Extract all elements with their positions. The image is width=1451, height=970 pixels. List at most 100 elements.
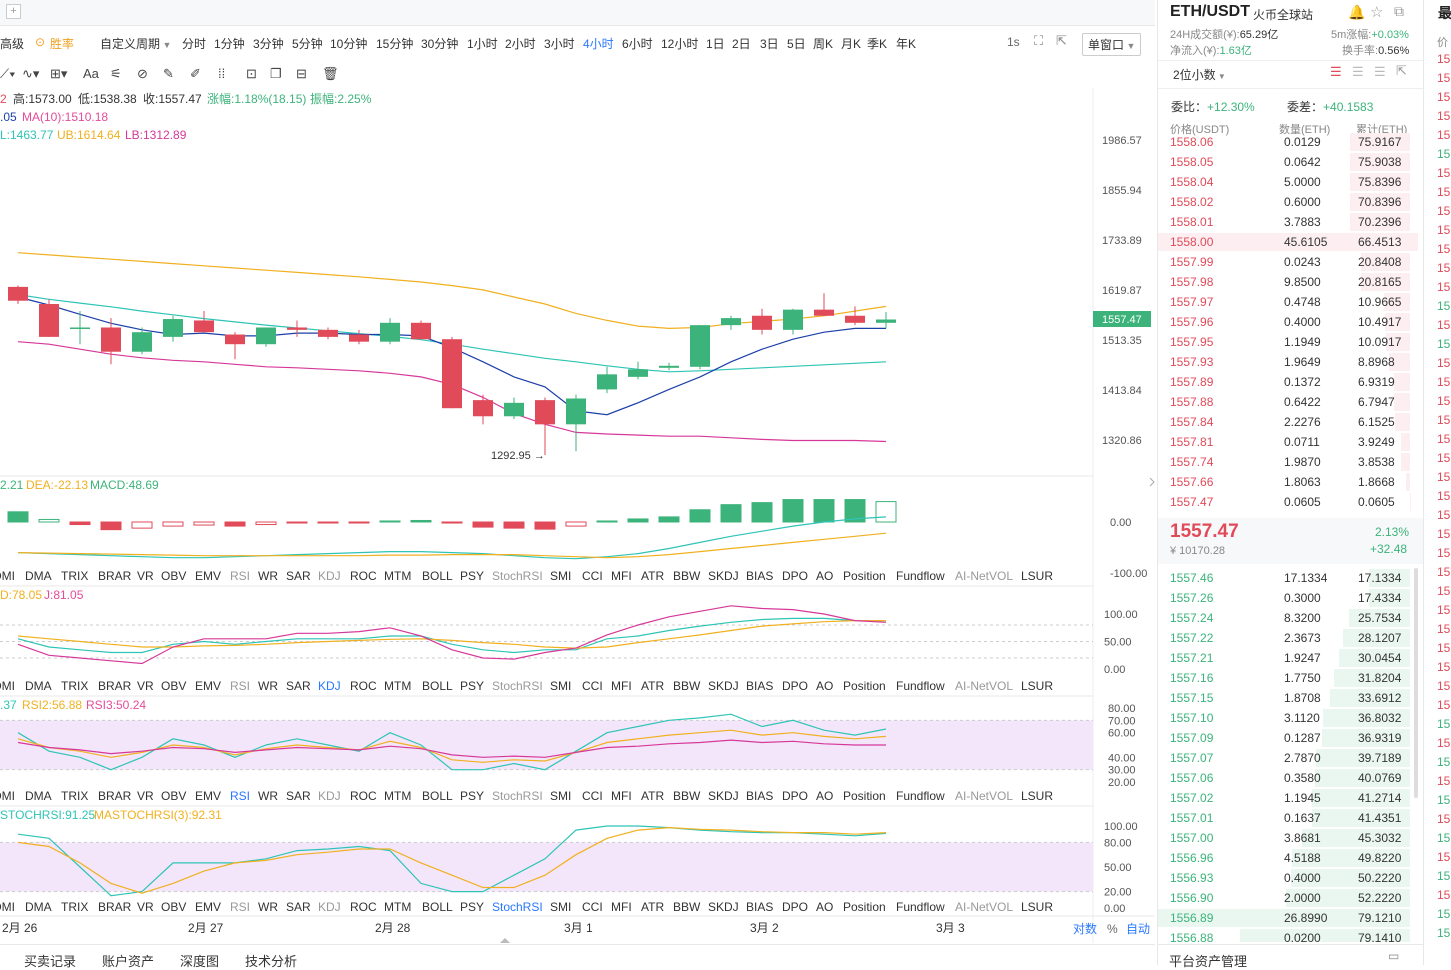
indicator-tab[interactable]: DMA <box>25 569 52 583</box>
period-0[interactable]: 分时 <box>182 35 206 52</box>
indicator-tab[interactable]: SMI <box>550 789 571 803</box>
expand-book-icon[interactable]: ⇱ <box>1396 63 1407 79</box>
indicator-tab[interactable]: CCI <box>582 789 603 803</box>
period-17[interactable]: 周K <box>813 35 833 52</box>
indicator-tab[interactable]: BRAR <box>98 679 132 693</box>
period-6[interactable]: 30分钟 <box>421 35 458 52</box>
indicator-tab[interactable]: AI-NetVOL <box>955 569 1013 583</box>
indicator-tab[interactable]: AI-NetVOL <box>955 789 1013 803</box>
indicator-tab[interactable]: MTM <box>384 789 411 803</box>
star-icon[interactable]: ☆ <box>1370 3 1383 21</box>
more-icon[interactable]: ▭ <box>1388 949 1399 963</box>
indicator-tab[interactable]: AO <box>816 569 833 583</box>
indicator-tab[interactable]: SAR <box>286 679 311 693</box>
refresh-interval[interactable]: 1s <box>1007 35 1020 49</box>
period-11[interactable]: 6小时 <box>622 35 653 52</box>
single-window-dropdown[interactable]: 单窗口 ▼ <box>1082 33 1141 56</box>
tab-tech-analysis[interactable]: 技术分析 <box>245 951 297 970</box>
period-19[interactable]: 季K <box>867 35 887 52</box>
indicator-tab[interactable]: ROC <box>350 789 377 803</box>
lock-icon[interactable]: ⊡ <box>246 66 257 82</box>
indicator-tab[interactable]: StochRSI <box>492 679 543 693</box>
indicator-tab[interactable]: EMV <box>195 569 221 583</box>
indicator-tab[interactable]: TRIX <box>61 789 88 803</box>
indicator-tab[interactable]: BBW <box>673 900 701 914</box>
period-15[interactable]: 3日 <box>760 35 779 52</box>
tab-trade-records[interactable]: 买卖记录 <box>24 951 76 970</box>
indicator-tab[interactable]: DMA <box>25 679 52 693</box>
indicator-tab[interactable]: DPO <box>782 900 808 914</box>
indicator-tab[interactable]: KDJ <box>318 679 341 693</box>
indicator-tab[interactable]: AO <box>816 900 833 914</box>
indicator-tab[interactable]: Position <box>843 900 886 914</box>
tab-account-assets[interactable]: 账户资产 <box>102 951 154 970</box>
period-14[interactable]: 2日 <box>732 35 751 52</box>
indicator-tab[interactable]: RSI <box>230 900 250 914</box>
indicator-tab[interactable]: BBW <box>673 789 701 803</box>
indicator-tab[interactable]: DMA <box>25 789 52 803</box>
indicator-tab[interactable]: WR <box>258 789 278 803</box>
fib-tool-icon[interactable]: ⚟ <box>110 66 122 82</box>
indicator-tab[interactable]: KDJ <box>318 789 341 803</box>
precision-dropdown[interactable]: 2位小数 ▼ <box>1173 66 1226 83</box>
indicator-tab[interactable]: EMV <box>195 900 221 914</box>
indicator-tab[interactable]: VR <box>137 569 154 583</box>
indicator-tab[interactable]: SKDJ <box>708 789 739 803</box>
indicator-tab[interactable]: MFI <box>611 789 632 803</box>
view-both-icon[interactable]: ☰ <box>1330 64 1342 80</box>
period-3[interactable]: 5分钟 <box>292 35 323 52</box>
indicator-tab[interactable]: WR <box>258 900 278 914</box>
indicator-tab[interactable]: AO <box>816 789 833 803</box>
indicator-tab[interactable]: DPO <box>782 569 808 583</box>
ruler-icon[interactable]: ✎ <box>163 66 174 82</box>
indicator-tab[interactable]: DMI <box>0 789 15 803</box>
indicator-tab[interactable]: SAR <box>286 900 311 914</box>
indicator-tab[interactable]: MFI <box>611 679 632 693</box>
period-10[interactable]: 4小时 <box>583 35 614 52</box>
indicator-tab[interactable]: ATR <box>641 569 664 583</box>
indicator-tab[interactable]: PSY <box>460 900 484 914</box>
indicator-tab[interactable]: Fundflow <box>896 900 945 914</box>
indicator-tab[interactable]: WR <box>258 569 278 583</box>
add-tab-icon[interactable]: + <box>6 4 21 19</box>
brush-icon[interactable]: ✐ <box>190 66 201 82</box>
view-asks-icon[interactable]: ☰ <box>1374 64 1386 80</box>
indicator-tab[interactable]: Fundflow <box>896 789 945 803</box>
indicator-tab[interactable]: LSUR <box>1021 900 1053 914</box>
indicator-tab[interactable]: ROC <box>350 679 377 693</box>
indicator-tab[interactable]: ATR <box>641 900 664 914</box>
expand-panel-icon[interactable] <box>1150 478 1154 486</box>
indicator-tab[interactable]: TRIX <box>61 900 88 914</box>
indicator-tab[interactable]: PSY <box>460 789 484 803</box>
indicator-tab[interactable]: TRIX <box>61 569 88 583</box>
delete-icon[interactable]: 🗑 <box>322 66 339 82</box>
indicator-tab[interactable]: Position <box>843 569 886 583</box>
indicator-tab[interactable]: ATR <box>641 679 664 693</box>
line-tool-icon[interactable]: ⟋▾ <box>0 66 15 82</box>
indicator-tab[interactable]: VR <box>137 679 154 693</box>
percent-scale-toggle[interactable]: % <box>1107 922 1118 936</box>
indicator-tab[interactable]: SMI <box>550 569 571 583</box>
indicator-tab[interactable]: SKDJ <box>708 679 739 693</box>
fullscreen-icon[interactable]: ⛶ <box>1034 33 1043 49</box>
